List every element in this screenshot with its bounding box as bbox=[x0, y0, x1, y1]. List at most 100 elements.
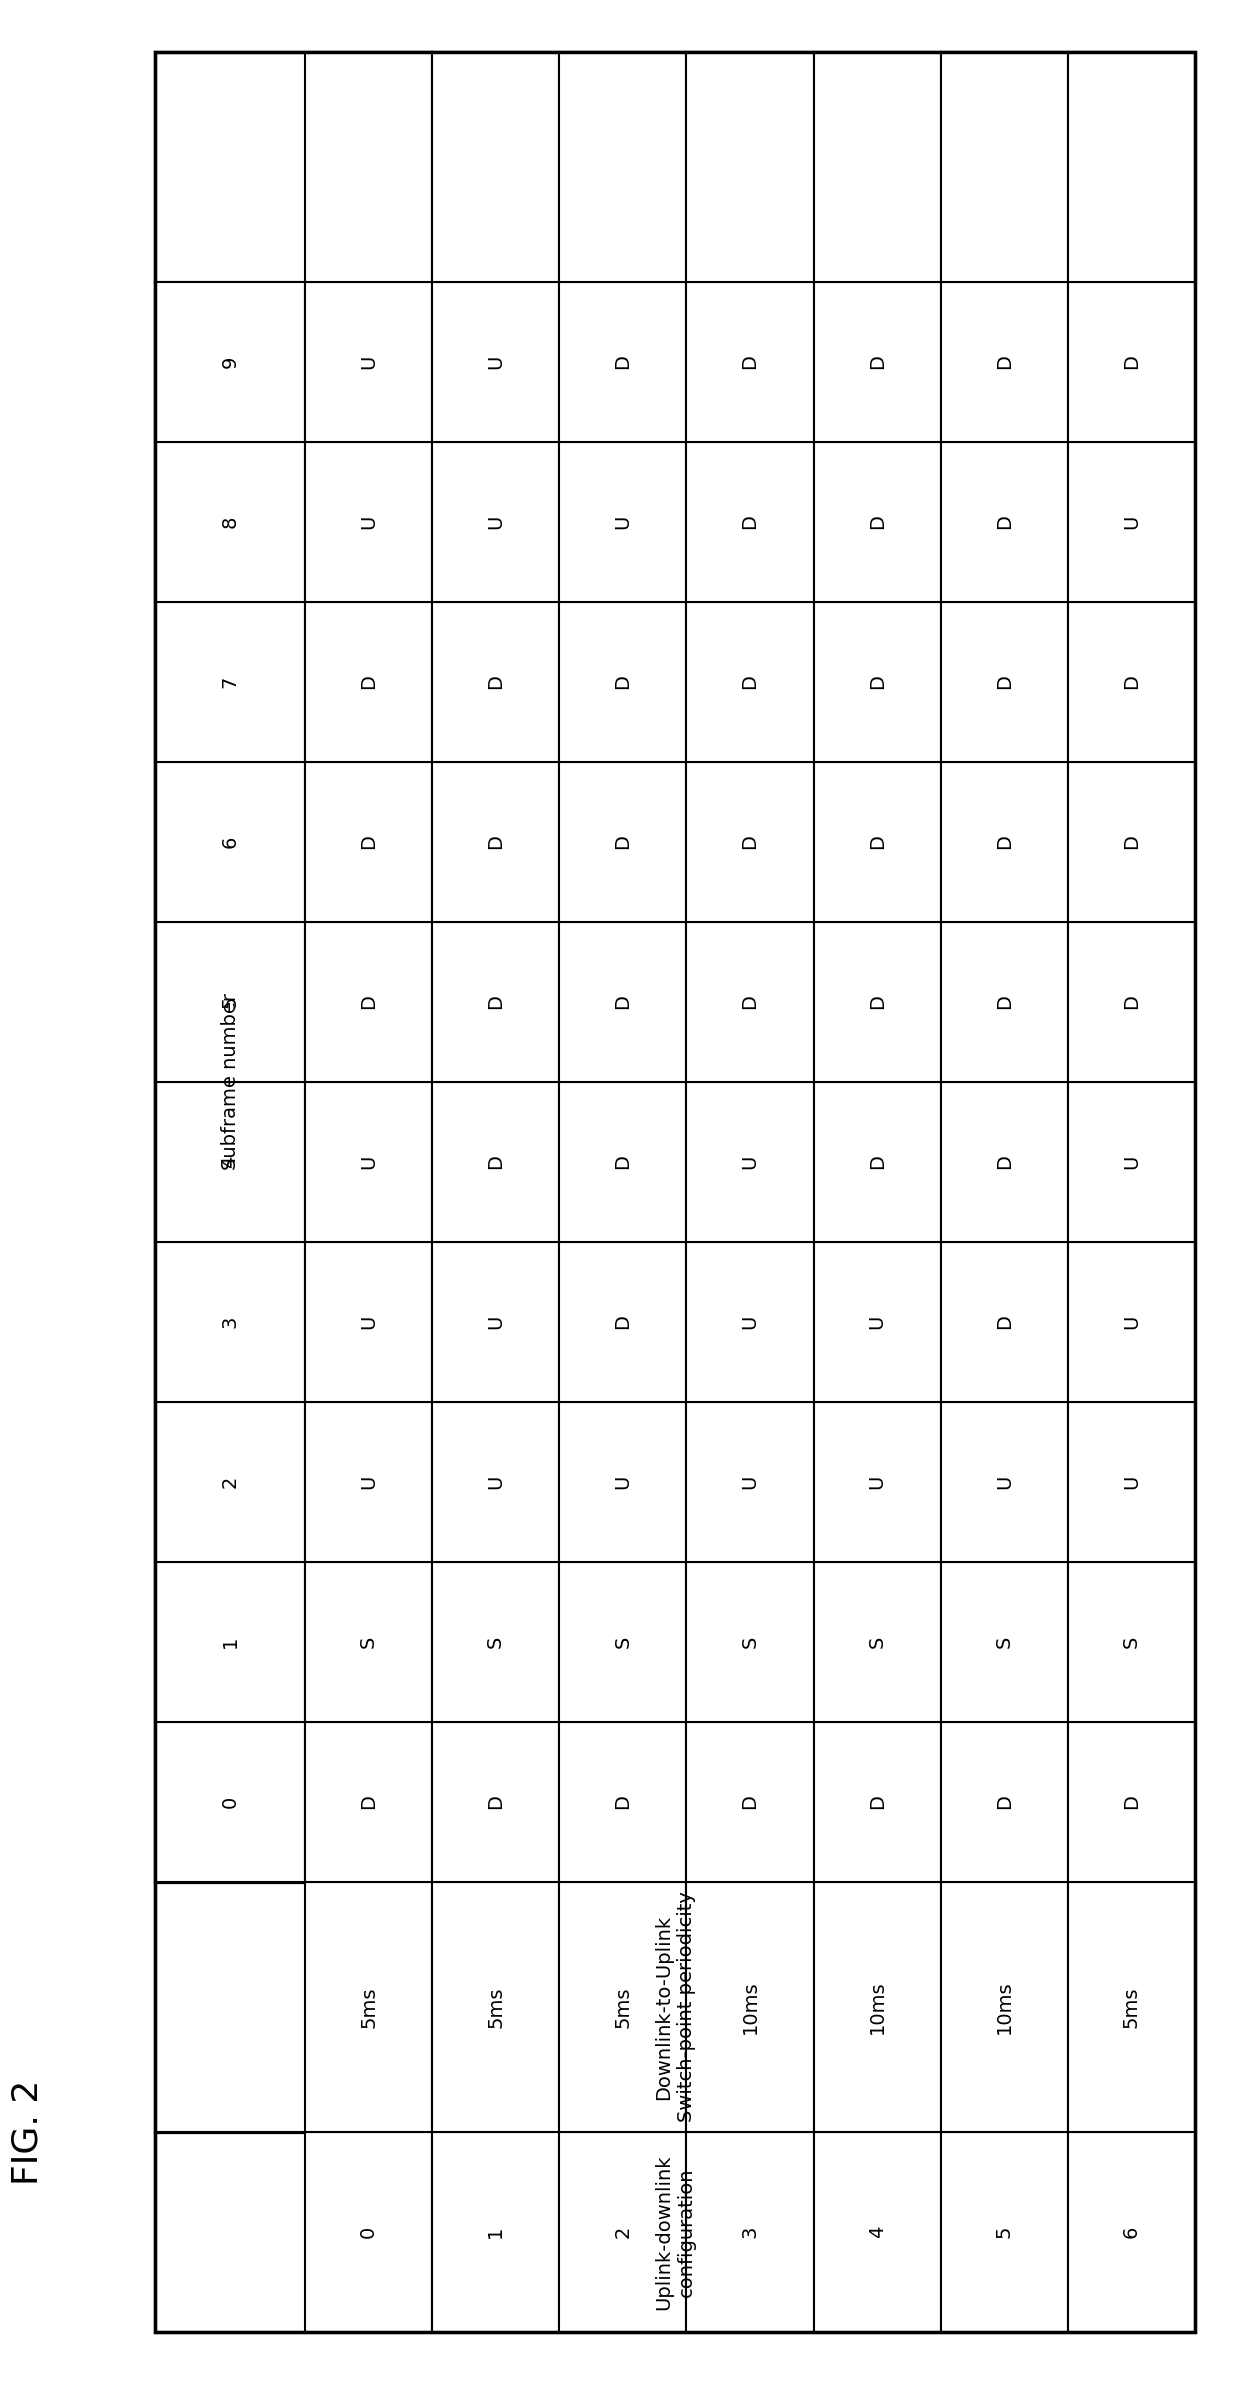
Polygon shape bbox=[155, 2132, 1195, 2332]
Text: D: D bbox=[994, 674, 1014, 688]
Text: U: U bbox=[868, 1315, 887, 1329]
Polygon shape bbox=[559, 52, 687, 281]
Text: D: D bbox=[614, 996, 632, 1010]
Text: U: U bbox=[486, 1315, 505, 1329]
Polygon shape bbox=[941, 1563, 1068, 1722]
Polygon shape bbox=[305, 922, 433, 1081]
Polygon shape bbox=[155, 1882, 305, 2132]
Text: 1: 1 bbox=[486, 2225, 505, 2239]
Polygon shape bbox=[433, 922, 559, 1081]
Text: D: D bbox=[740, 996, 759, 1010]
Polygon shape bbox=[941, 603, 1068, 762]
Polygon shape bbox=[941, 1081, 1068, 1241]
Text: U: U bbox=[868, 1474, 887, 1489]
Polygon shape bbox=[433, 1241, 559, 1403]
Polygon shape bbox=[305, 922, 433, 1081]
Polygon shape bbox=[433, 2132, 559, 2332]
Text: U: U bbox=[1122, 1155, 1141, 1170]
Polygon shape bbox=[1068, 1081, 1195, 1241]
Polygon shape bbox=[305, 1882, 433, 2132]
Polygon shape bbox=[1068, 1882, 1195, 2132]
Polygon shape bbox=[687, 1403, 813, 1563]
Polygon shape bbox=[687, 1241, 813, 1403]
Text: U: U bbox=[360, 355, 378, 369]
Polygon shape bbox=[433, 1563, 559, 1722]
Polygon shape bbox=[559, 762, 687, 922]
Text: 10ms: 10ms bbox=[994, 1979, 1014, 2034]
Polygon shape bbox=[687, 281, 813, 443]
Text: D: D bbox=[360, 996, 378, 1010]
Polygon shape bbox=[433, 1241, 559, 1403]
Polygon shape bbox=[155, 443, 305, 603]
Polygon shape bbox=[687, 603, 813, 762]
Polygon shape bbox=[559, 1882, 687, 2132]
Polygon shape bbox=[559, 2132, 687, 2332]
Polygon shape bbox=[559, 1722, 687, 1882]
Text: U: U bbox=[994, 1474, 1014, 1489]
Polygon shape bbox=[433, 1563, 559, 1722]
Polygon shape bbox=[813, 1241, 941, 1403]
Polygon shape bbox=[941, 603, 1068, 762]
Text: U: U bbox=[740, 1315, 759, 1329]
Polygon shape bbox=[305, 1722, 433, 1882]
Polygon shape bbox=[1068, 52, 1195, 281]
Polygon shape bbox=[155, 1882, 1195, 2132]
Polygon shape bbox=[305, 281, 433, 443]
Polygon shape bbox=[941, 443, 1068, 603]
Polygon shape bbox=[155, 1722, 305, 1882]
Text: D: D bbox=[1122, 355, 1141, 369]
Polygon shape bbox=[813, 1882, 941, 2132]
Text: D: D bbox=[994, 1155, 1014, 1170]
Polygon shape bbox=[305, 2132, 433, 2332]
Polygon shape bbox=[155, 443, 305, 603]
Text: D: D bbox=[1122, 834, 1141, 850]
Text: D: D bbox=[994, 355, 1014, 369]
Polygon shape bbox=[687, 1722, 813, 1882]
Polygon shape bbox=[433, 443, 559, 603]
Text: U: U bbox=[1122, 515, 1141, 529]
Polygon shape bbox=[305, 443, 433, 603]
Text: U: U bbox=[486, 515, 505, 529]
Polygon shape bbox=[1068, 603, 1195, 762]
Text: D: D bbox=[486, 996, 505, 1010]
Text: U: U bbox=[1122, 1474, 1141, 1489]
Polygon shape bbox=[941, 1722, 1068, 1882]
Polygon shape bbox=[813, 1722, 941, 1882]
Polygon shape bbox=[687, 1722, 813, 1882]
Polygon shape bbox=[1068, 1403, 1195, 1563]
Text: D: D bbox=[614, 1794, 632, 1810]
Polygon shape bbox=[433, 1403, 559, 1563]
Polygon shape bbox=[433, 52, 559, 281]
Polygon shape bbox=[1068, 1241, 1195, 1403]
Text: S: S bbox=[868, 1636, 887, 1648]
Polygon shape bbox=[1068, 1081, 1195, 1241]
Text: 9: 9 bbox=[221, 355, 239, 369]
Polygon shape bbox=[155, 762, 305, 922]
Text: 10ms: 10ms bbox=[740, 1979, 759, 2034]
Polygon shape bbox=[155, 281, 305, 443]
Polygon shape bbox=[813, 762, 941, 922]
Text: 2: 2 bbox=[221, 1477, 239, 1489]
Polygon shape bbox=[559, 762, 687, 922]
Polygon shape bbox=[1068, 1722, 1195, 1882]
Text: S: S bbox=[360, 1636, 378, 1648]
Polygon shape bbox=[813, 1241, 941, 1403]
Polygon shape bbox=[813, 1081, 941, 1241]
Polygon shape bbox=[305, 762, 433, 922]
Text: 0: 0 bbox=[221, 1796, 239, 1808]
Polygon shape bbox=[155, 52, 305, 281]
Polygon shape bbox=[305, 1882, 433, 2132]
Polygon shape bbox=[559, 1403, 687, 1563]
Polygon shape bbox=[813, 1563, 941, 1722]
Text: D: D bbox=[740, 515, 759, 529]
Text: U: U bbox=[360, 1155, 378, 1170]
Polygon shape bbox=[687, 1403, 813, 1563]
Polygon shape bbox=[1068, 922, 1195, 1081]
Polygon shape bbox=[559, 1241, 687, 1403]
Polygon shape bbox=[687, 281, 813, 443]
Polygon shape bbox=[1068, 1563, 1195, 1722]
Polygon shape bbox=[813, 922, 941, 1081]
Text: S: S bbox=[994, 1636, 1014, 1648]
Text: D: D bbox=[994, 834, 1014, 850]
Text: D: D bbox=[486, 834, 505, 850]
